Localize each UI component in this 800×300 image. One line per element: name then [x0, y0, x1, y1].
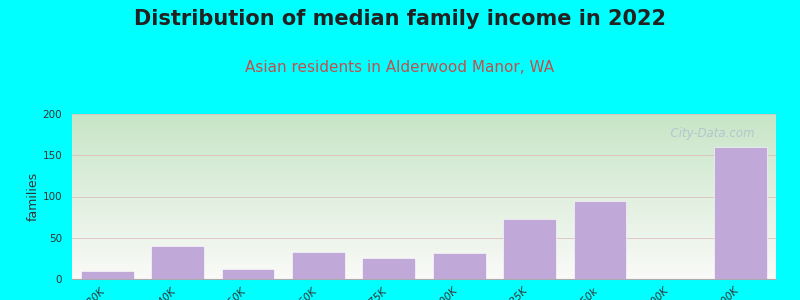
Bar — [503, 219, 556, 279]
Bar — [362, 258, 415, 279]
Text: City-Data.com: City-Data.com — [663, 127, 755, 140]
Bar — [292, 252, 345, 279]
Bar — [151, 246, 204, 279]
Text: Distribution of median family income in 2022: Distribution of median family income in … — [134, 9, 666, 29]
Bar — [222, 269, 274, 279]
Bar — [574, 201, 626, 279]
Text: Asian residents in Alderwood Manor, WA: Asian residents in Alderwood Manor, WA — [246, 60, 554, 75]
Bar — [714, 147, 767, 279]
Bar — [433, 253, 486, 279]
Bar — [81, 271, 134, 279]
Y-axis label: families: families — [26, 172, 40, 221]
